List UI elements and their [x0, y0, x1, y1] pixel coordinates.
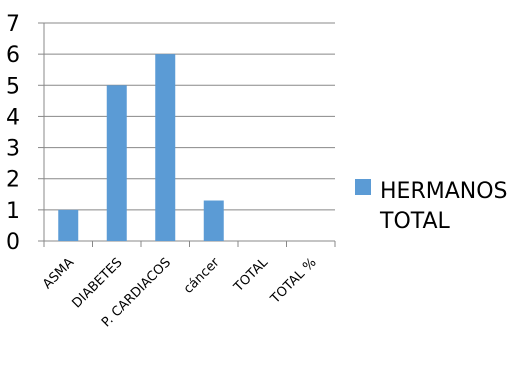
legend-swatch — [355, 179, 371, 195]
x-category-label: TOTAL — [231, 255, 272, 296]
gridlines — [38, 22, 335, 242]
legend-label-line2: TOTAL — [379, 209, 451, 234]
y-tick-label: 0 — [6, 230, 20, 255]
y-tick-label: 7 — [6, 12, 20, 37]
axes — [43, 23, 335, 242]
bar-asma — [58, 209, 79, 241]
bars — [58, 54, 224, 242]
y-tick-labels: 0 1 2 3 4 5 6 7 — [6, 12, 20, 255]
bar-p-cardiacos — [155, 54, 176, 242]
y-tick-label: 4 — [6, 105, 20, 130]
y-tick-label: 5 — [6, 74, 20, 99]
y-tick-label: 3 — [6, 137, 20, 162]
y-tick-label: 6 — [6, 43, 20, 68]
bar-diabetes — [106, 85, 127, 242]
x-category-label: ASMA — [40, 255, 77, 292]
legend-label-line1: HERMANOS — [380, 179, 508, 204]
legend: HERMANOS TOTAL — [355, 179, 508, 234]
x-category-label: cáncer — [181, 255, 223, 297]
x-tick-marks — [43, 241, 336, 247]
y-tick-label: 1 — [6, 199, 20, 224]
bar-c-ncer — [203, 200, 224, 241]
x-category-label: TOTAL % — [267, 255, 319, 307]
y-tick-label: 2 — [6, 168, 20, 193]
